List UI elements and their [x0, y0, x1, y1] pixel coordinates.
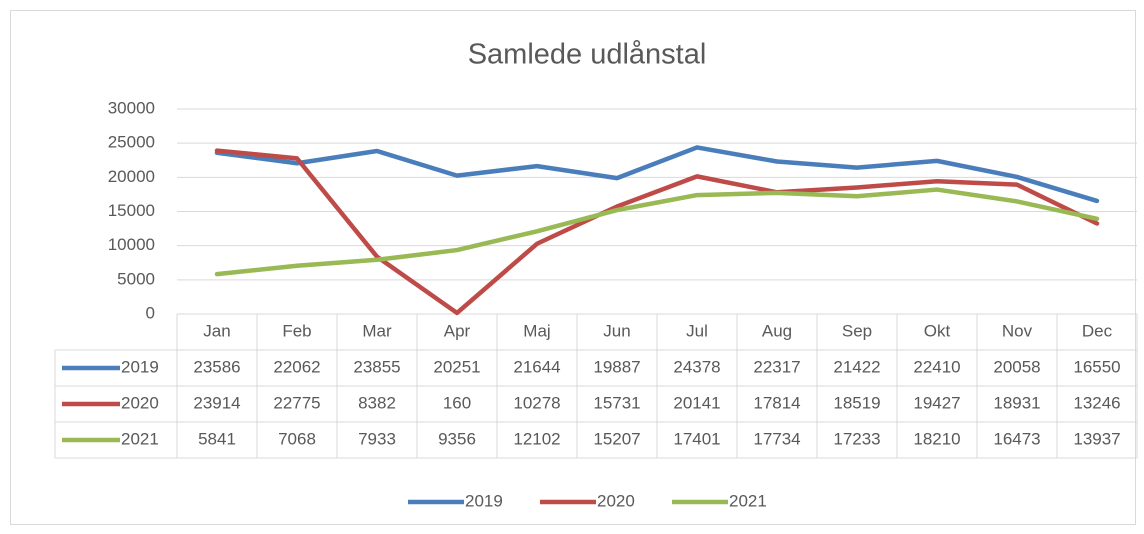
x-tick-label: Sep [842, 321, 872, 340]
table-cell: 22062 [273, 357, 320, 376]
legend-label: 2020 [597, 491, 635, 510]
table-cell: 18210 [913, 429, 960, 448]
chart-frame [10, 10, 1136, 525]
y-tick-label: 15000 [108, 201, 155, 220]
table-cell: 10278 [513, 393, 560, 412]
y-tick-label: 10000 [108, 235, 155, 254]
table-cell: 15207 [593, 429, 640, 448]
y-tick-label: 25000 [108, 133, 155, 152]
table-cell: 22410 [913, 357, 960, 376]
table-cell: 18519 [833, 393, 880, 412]
table-cell: 20058 [993, 357, 1040, 376]
table-cell: 16473 [993, 429, 1040, 448]
table-cell: 12102 [513, 429, 560, 448]
x-tick-label: Mar [362, 321, 392, 340]
table-cell: 21644 [513, 357, 560, 376]
table-cell: 19427 [913, 393, 960, 412]
table-cell: 20141 [673, 393, 720, 412]
table-cell: 16550 [1073, 357, 1120, 376]
table-cell: 18931 [993, 393, 1040, 412]
x-tick-label: Okt [924, 321, 951, 340]
table-cell: 19887 [593, 357, 640, 376]
table-cell: 24378 [673, 357, 720, 376]
table-cell: 9356 [438, 429, 476, 448]
y-tick-label: 0 [146, 303, 155, 322]
table-cell: 17814 [753, 393, 800, 412]
table-cell: 15731 [593, 393, 640, 412]
table-cell: 17734 [753, 429, 800, 448]
series-line [214, 187, 1100, 277]
table-cell: 5841 [198, 429, 236, 448]
table-cell: 20251 [433, 357, 480, 376]
table-cell: 23586 [193, 357, 240, 376]
x-tick-label: Jan [203, 321, 230, 340]
x-tick-label: Aug [762, 321, 792, 340]
chart-title: Samlede udlånstal [468, 39, 707, 71]
legend-label: 2019 [465, 491, 503, 510]
table-cell: 8382 [358, 393, 396, 412]
table-cell: 21422 [833, 357, 880, 376]
table-cell: 160 [443, 393, 471, 412]
y-tick-label: 5000 [117, 269, 155, 288]
y-tick-label: 30000 [108, 98, 155, 117]
table-cell: 23914 [193, 393, 240, 412]
table-series-name: 2021 [121, 429, 159, 448]
legend-label: 2021 [729, 491, 767, 510]
table-series-name: 2019 [121, 357, 159, 376]
series-line [214, 148, 1100, 316]
x-tick-label: Jul [686, 321, 708, 340]
x-tick-label: Nov [1002, 321, 1033, 340]
series-line [214, 145, 1100, 204]
x-tick-label: Jun [603, 321, 630, 340]
table-cell: 13246 [1073, 393, 1120, 412]
table-cell: 7068 [278, 429, 316, 448]
x-tick-label: Apr [444, 321, 471, 340]
table-cell: 22317 [753, 357, 800, 376]
x-tick-label: Feb [282, 321, 311, 340]
y-tick-label: 20000 [108, 167, 155, 186]
table-cell: 13937 [1073, 429, 1120, 448]
x-tick-label: Maj [523, 321, 550, 340]
table-cell: 17233 [833, 429, 880, 448]
x-tick-label: Dec [1082, 321, 1113, 340]
table-cell: 22775 [273, 393, 320, 412]
table-cell: 17401 [673, 429, 720, 448]
table-series-name: 2020 [121, 393, 159, 412]
table-cell: 7933 [358, 429, 396, 448]
table-cell: 23855 [353, 357, 400, 376]
